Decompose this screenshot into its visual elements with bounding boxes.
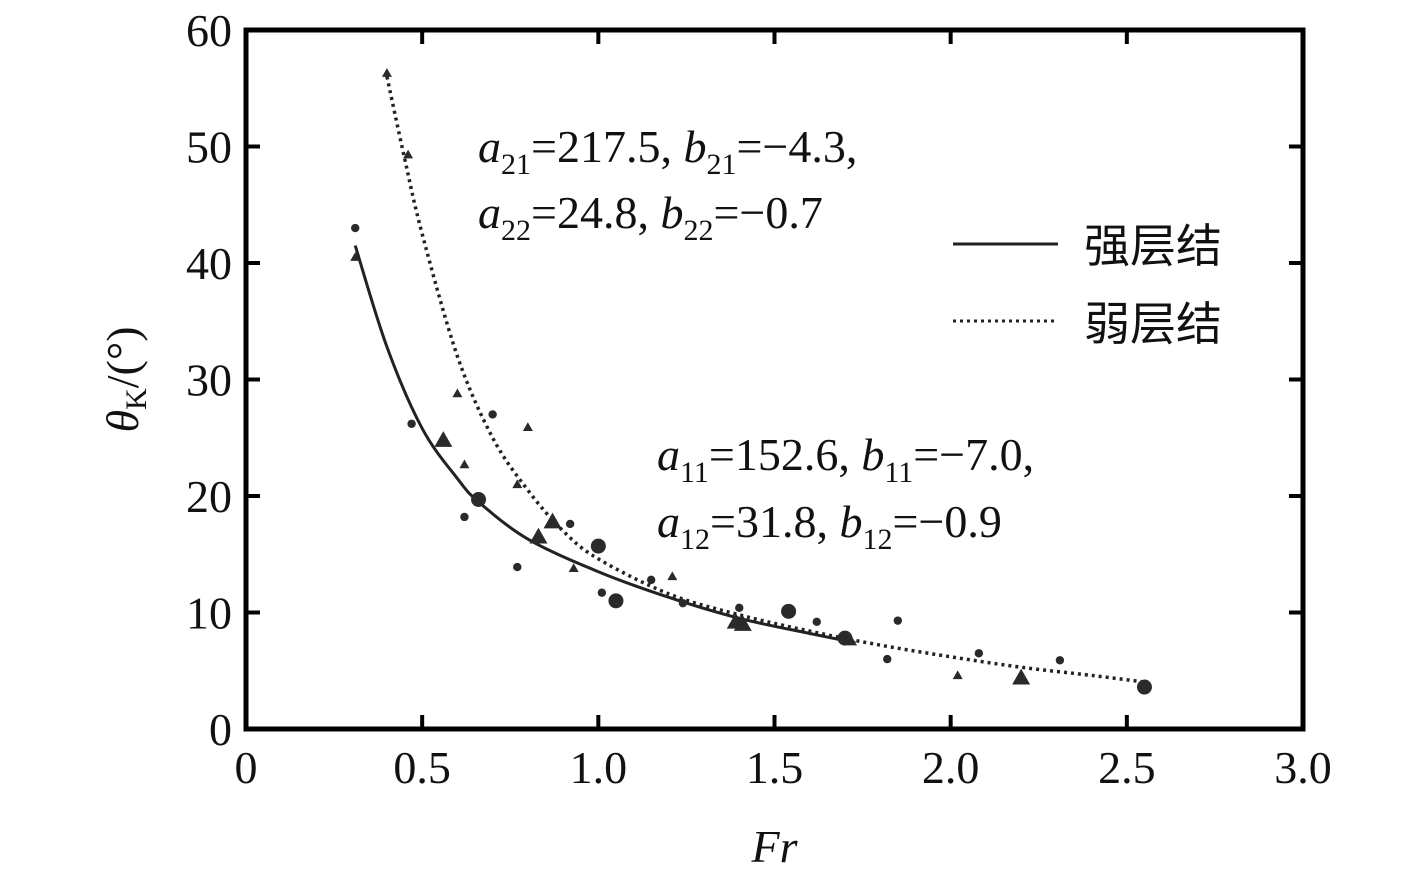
legend-label-weak: 弱层结 (1084, 297, 1222, 351)
annotation-variable: a (657, 496, 680, 547)
data-point-triangle (529, 527, 548, 544)
tick-labels-layer: 0 0.5 1.0 1.5 2.0 2.5 3.0 0 10 20 30 40 50 60 (186, 5, 1332, 793)
annotation-subscript: 22 (683, 214, 713, 247)
data-point-circle (460, 512, 469, 522)
y-tick-label: 40 (186, 238, 232, 289)
x-tick-label: 2.0 (922, 742, 980, 793)
data-point-circle (597, 588, 607, 597)
data-point-circle (837, 630, 853, 646)
data-point-circle (812, 617, 821, 627)
annotation-variable: a (478, 187, 501, 238)
x-tick-label: 2.5 (1098, 742, 1156, 793)
annotation-variable: b (683, 121, 706, 172)
y-tick-label: 30 (186, 355, 232, 406)
data-point-triangle (667, 571, 678, 581)
data-point-circle (590, 538, 606, 554)
data-point-circle (608, 593, 624, 609)
data-point-circle (678, 598, 688, 608)
data-point-triangle (452, 388, 463, 398)
y-axis-label-unit: /(°) (97, 326, 148, 388)
annotation-value: =217.5, (531, 121, 683, 172)
data-point-circle (513, 562, 522, 572)
y-tick-label: 60 (186, 5, 232, 56)
annotation-value: =−0.7 (713, 187, 822, 238)
data-point-circle (781, 603, 797, 619)
x-axis-label: Fr (751, 821, 799, 872)
annotation-subscript: 21 (706, 148, 736, 181)
annotation-subscript: 12 (862, 523, 892, 556)
legend: 强层结 弱层结 (953, 219, 1222, 351)
annotation-subscript: 21 (501, 148, 531, 181)
x-tick-label: 3.0 (1274, 742, 1332, 793)
data-point-triangle (847, 636, 858, 646)
data-point-triangle (952, 670, 963, 680)
data-point-triangle (459, 459, 470, 469)
y-axis-label-subscript: K (120, 388, 153, 410)
annotation-subscript: 11 (680, 456, 709, 489)
annotation-value: =−4.3, (736, 121, 857, 172)
annotations-layer: a21=217.5, b21=−4.3,a22=24.8, b22=−0.7a1… (478, 121, 1034, 556)
x-tick-label: 1.0 (570, 742, 628, 793)
x-tick-label: 1.5 (746, 742, 804, 793)
data-point-triangle (733, 615, 752, 631)
annotation-variable: b (861, 429, 884, 480)
data-point-triangle (512, 479, 523, 489)
data-point-triangle (522, 422, 533, 432)
y-tick-label: 10 (186, 588, 232, 639)
annotation-variable: b (660, 187, 683, 238)
annotation-value: =152.6, (709, 429, 861, 480)
annotation-strong1: a11=152.6, b11=−7.0, (657, 429, 1034, 489)
x-tick-label: 0 (235, 742, 258, 793)
data-point-circle (351, 223, 360, 233)
legend-label-strong: 强层结 (1084, 219, 1222, 273)
data-point-circle (646, 575, 656, 585)
data-point-circle (1136, 679, 1152, 695)
data-point-circle (974, 649, 984, 658)
data-point-circle (565, 519, 575, 529)
annotation-value: =24.8, (531, 187, 660, 238)
fit-curve-weak (385, 76, 1149, 685)
data-point-circle (735, 603, 744, 613)
data-point-circle (471, 491, 487, 507)
data-point-circle (893, 616, 903, 625)
y-tick-label: 20 (186, 471, 232, 522)
annotation-weak1: a21=217.5, b21=−4.3, (478, 121, 857, 181)
annotation-subscript: 22 (501, 214, 531, 247)
data-point-triangle (1012, 668, 1031, 685)
y-tick-label: 0 (209, 704, 232, 755)
data-point-triangle (403, 149, 414, 159)
data-point-circle (488, 410, 497, 419)
annotation-weak2: a22=24.8, b22=−0.7 (478, 187, 823, 247)
y-tick-label: 50 (186, 122, 232, 173)
annotation-subscript: 11 (884, 456, 913, 489)
annotation-value: =−0.9 (892, 496, 1001, 547)
data-point-triangle (350, 252, 361, 261)
data-point-triangle (434, 431, 453, 447)
data-point-circle (1055, 656, 1065, 665)
annotation-value: =31.8, (710, 496, 839, 547)
data-point-circle (407, 419, 416, 428)
annotation-variable: b (839, 496, 862, 547)
annotation-value: =−7.0, (913, 429, 1034, 480)
axis-ticks-layer (244, 28, 1305, 731)
annotation-subscript: 12 (680, 523, 710, 556)
fit-curve-strong (353, 245, 856, 645)
annotation-strong2: a12=31.8, b12=−0.9 (657, 496, 1002, 556)
data-point-triangle (543, 512, 562, 529)
x-tick-label: 0.5 (393, 742, 451, 793)
data-point-circle (883, 654, 892, 664)
fit-curves-layer (353, 76, 1149, 685)
data-point-triangle (568, 563, 579, 572)
data-point-triangle (381, 68, 392, 77)
annotation-variable: a (478, 121, 501, 172)
y-axis-label-symbol: θ (97, 410, 148, 433)
data-points-layer (350, 68, 1152, 695)
annotation-variable: a (657, 429, 680, 480)
y-axis-label: θK/(°) (97, 326, 153, 432)
